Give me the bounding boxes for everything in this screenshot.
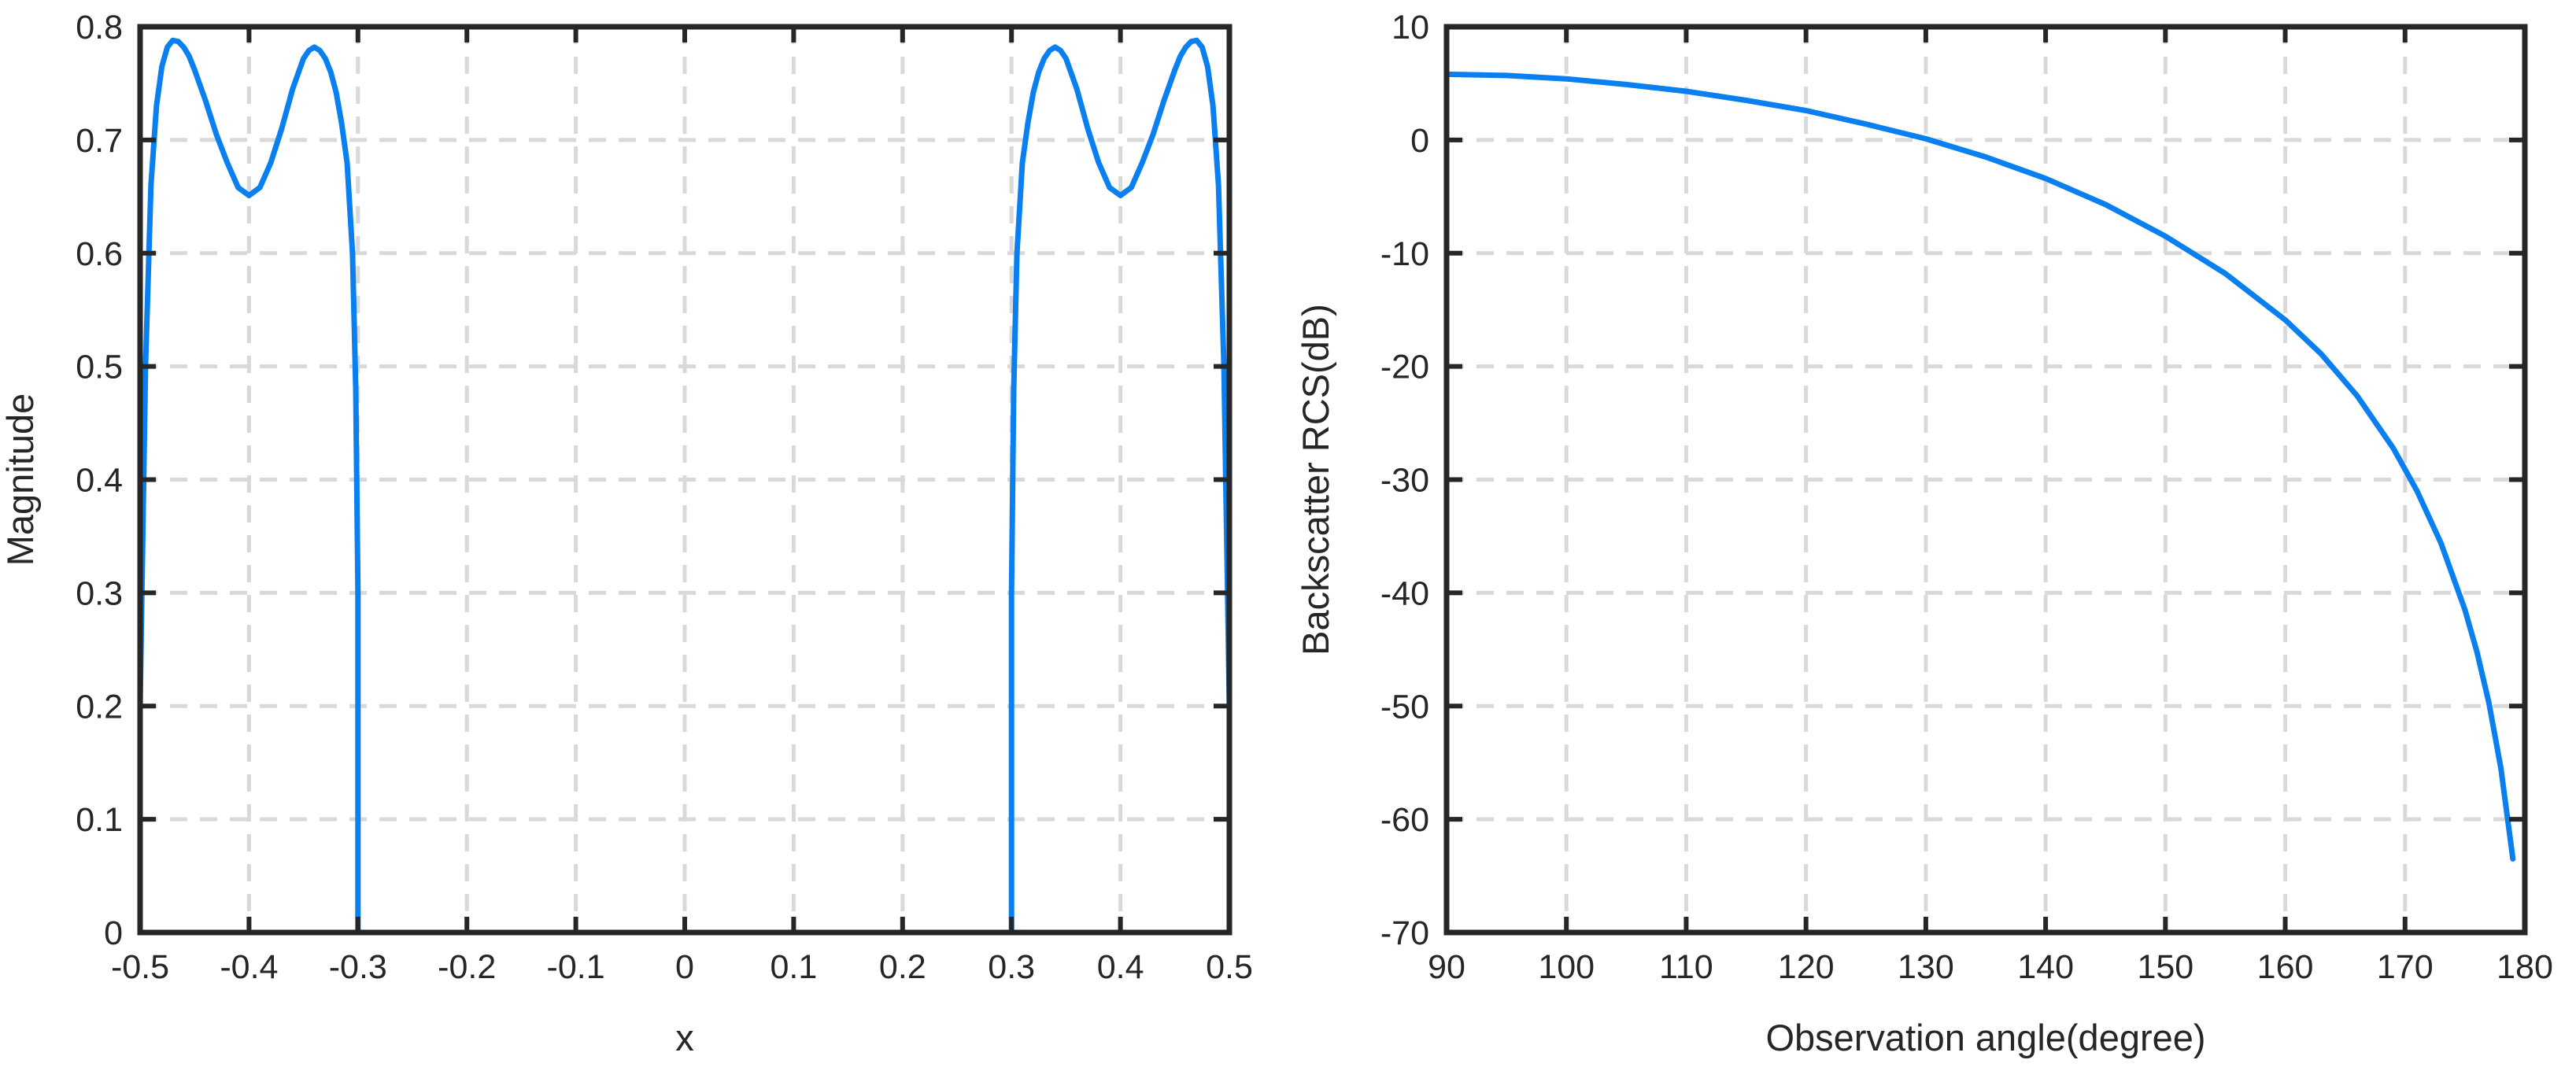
axes-box bbox=[1443, 24, 2528, 936]
x-tick-label: 150 bbox=[2137, 948, 2193, 986]
x-tick-label: 0.2 bbox=[879, 948, 926, 986]
x-tick-label: -0.2 bbox=[438, 948, 496, 986]
chart-left-magnitude: -0.5 -0.4 -0.3 -0.2 -0.1 0 0.1 0.2 0.3 0.4 0.5 0 0.1… bbox=[0, 9, 1253, 1058]
x-tick-label: 140 bbox=[2017, 948, 2074, 986]
y-tick-label: 10 bbox=[1391, 9, 1429, 46]
x-tick-label: 0 bbox=[675, 948, 694, 986]
y-tick-label: 0.4 bbox=[76, 462, 123, 500]
y-axis-label: Magnitude bbox=[0, 393, 41, 567]
y-tick-label: -40 bbox=[1380, 574, 1429, 612]
x-axis-label: x bbox=[675, 1017, 694, 1058]
x-axis-label: Observation angle(degree) bbox=[1765, 1017, 2205, 1058]
x-tick-label: 0.3 bbox=[988, 948, 1035, 986]
x-tick-label: 180 bbox=[2497, 948, 2553, 986]
series-line-0 bbox=[1443, 71, 2516, 862]
x-tick-label: 170 bbox=[2377, 948, 2434, 986]
x-tick-label: 90 bbox=[1428, 948, 1465, 986]
axes-box bbox=[137, 24, 1233, 936]
y-tick-label: 0.7 bbox=[76, 122, 123, 160]
y-tick-label: -70 bbox=[1380, 914, 1429, 952]
y-tick-label: 0.1 bbox=[76, 801, 123, 839]
x-tick-label: 0.4 bbox=[1097, 948, 1144, 986]
x-tick-label: 160 bbox=[2257, 948, 2314, 986]
x-tick-label: 110 bbox=[1659, 948, 1713, 986]
y-tick-label: 0.6 bbox=[76, 235, 123, 273]
x-tick-label: -0.5 bbox=[111, 948, 169, 986]
y-tick-label: 0 bbox=[1410, 122, 1429, 160]
chart-right-backscatter-rcs: 90 100 110 120 130 140 150 160 170 180-70-60-50-4… bbox=[1295, 9, 2553, 1058]
x-tick-label: 100 bbox=[1538, 948, 1595, 986]
y-tick-label: 0 bbox=[104, 914, 123, 952]
x-tick-label: -0.4 bbox=[220, 948, 278, 986]
y-tick-label: -60 bbox=[1380, 801, 1429, 839]
x-tick-label: 0.5 bbox=[1206, 948, 1253, 986]
x-tick-label: -0.3 bbox=[329, 948, 387, 986]
y-tick-label: 0.3 bbox=[76, 574, 123, 612]
y-tick-label: -10 bbox=[1380, 235, 1429, 273]
x-tick-label: 130 bbox=[1898, 948, 1954, 986]
y-tick-label: -50 bbox=[1380, 688, 1429, 726]
y-tick-label: 0.8 bbox=[76, 9, 123, 46]
x-tick-label: -0.1 bbox=[547, 948, 605, 986]
x-tick-label: 0.1 bbox=[771, 948, 818, 986]
y-tick-label: 0.5 bbox=[76, 349, 123, 386]
y-tick-label: -20 bbox=[1380, 349, 1429, 386]
x-tick-label: 120 bbox=[1778, 948, 1835, 986]
y-axis-label: Backscatter RCS(dB) bbox=[1295, 304, 1336, 655]
y-tick-label: -30 bbox=[1380, 462, 1429, 500]
y-tick-label: 0.2 bbox=[76, 688, 123, 726]
